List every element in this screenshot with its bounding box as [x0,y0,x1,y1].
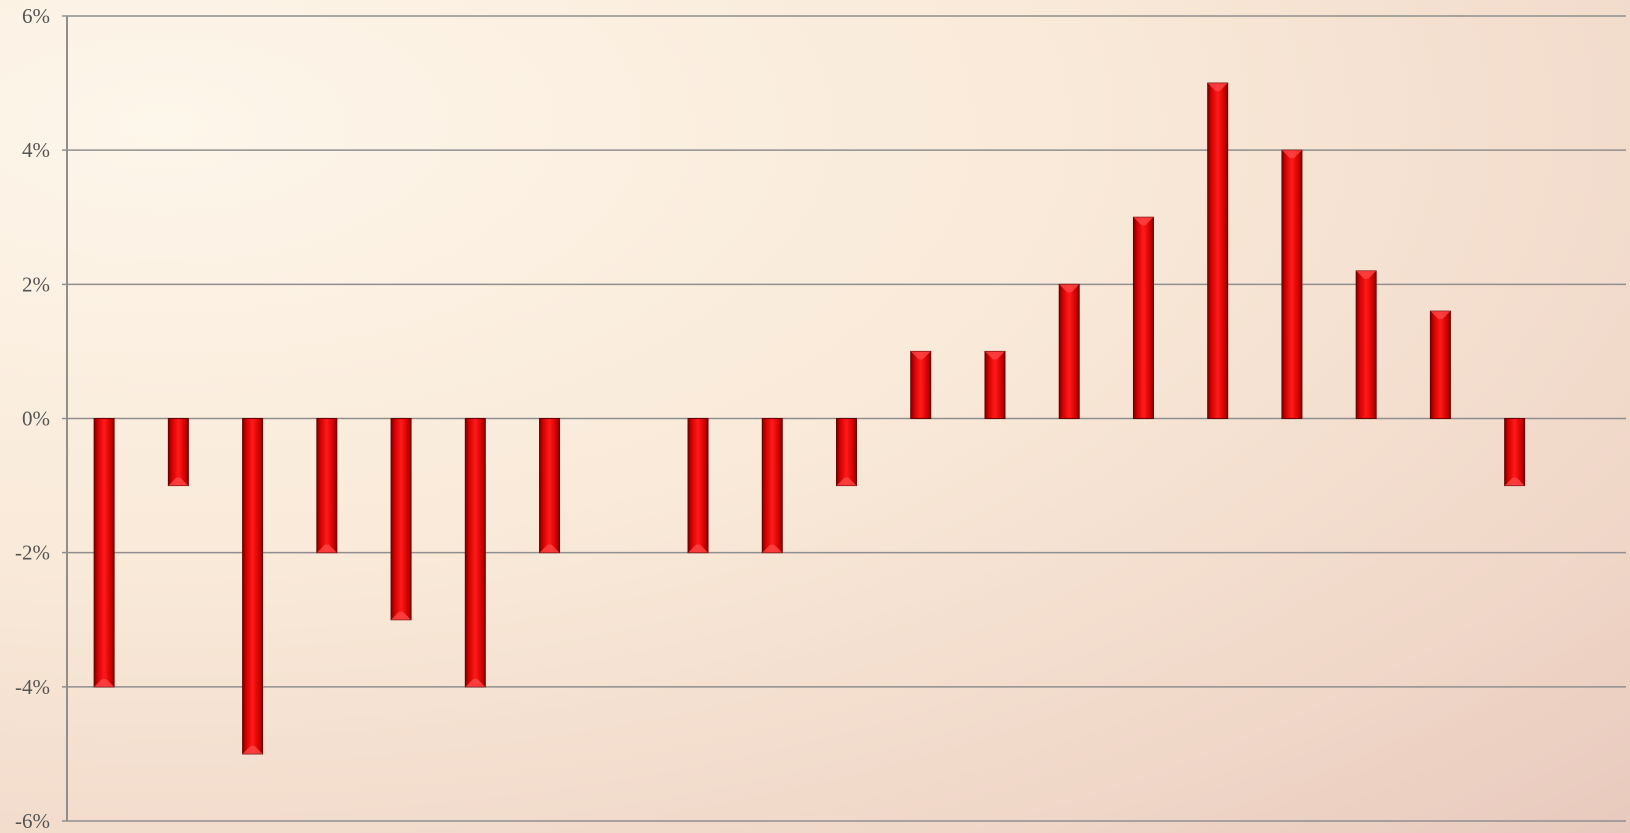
bars [93,82,1526,755]
y-tick-label: -2% [15,541,50,565]
bar-bevel [391,611,412,620]
bar-body [464,418,486,688]
bar [984,350,1006,419]
bar-body [242,418,264,755]
y-axis-tick-labels: 6% 4% 2% 0% -2% -4% -6% [15,4,50,833]
bar-bevel [1356,270,1377,279]
bar [1281,149,1303,420]
bar [316,418,338,554]
bar-body [390,418,412,621]
bar-bevel [910,351,931,360]
y-tick-label: 2% [22,272,50,296]
bar-body [836,418,857,487]
bar [1429,310,1451,419]
bar [390,418,412,621]
bar-bevel [465,678,486,687]
y-tick-label: 6% [22,4,50,28]
bar-body [984,350,1006,419]
bar-body [93,418,115,688]
bar-bevel [1059,284,1080,293]
bar [1132,216,1154,419]
y-tick-label: -4% [15,675,50,699]
bar-body [1429,310,1451,419]
bar [836,418,857,487]
bar-bevel [762,544,783,553]
bar-bevel [94,678,115,687]
bar [910,350,932,419]
bar [1207,82,1229,419]
bar-bevel [984,351,1005,360]
bar-body [910,350,932,419]
bar-body [687,418,709,554]
bar-bevel [1133,217,1154,226]
bar-bevel [539,544,560,553]
bar-body [167,418,189,487]
bar-body [1058,283,1080,420]
bar-bevel [688,544,709,553]
bar-body [1281,149,1303,420]
bar-body [761,418,783,554]
bar-bevel [242,745,263,754]
bar [464,418,486,688]
bar [687,418,709,554]
bar-bevel [316,544,337,553]
y-tick-label: -6% [15,809,50,833]
bar-bevel [1281,150,1302,159]
bar [93,418,115,688]
y-tick-label: 0% [22,407,50,431]
bar-bevel [1504,477,1525,486]
bar-body [316,418,338,554]
bar [1355,270,1377,419]
y-tick-label: 4% [22,138,50,162]
bar-body [1504,418,1526,487]
bar-bevel [1430,311,1451,320]
bar [761,418,783,554]
bar-bevel [1207,83,1228,92]
bar-body [1132,216,1154,419]
bar [1504,418,1526,487]
bar-body [539,418,561,554]
bar-bevel [836,477,857,486]
bar [1058,283,1080,420]
bar-body [1207,82,1229,419]
bar [242,418,264,755]
bar [539,418,561,554]
bar-body [1355,270,1377,419]
bar-bevel [168,477,189,486]
bar [167,418,189,487]
